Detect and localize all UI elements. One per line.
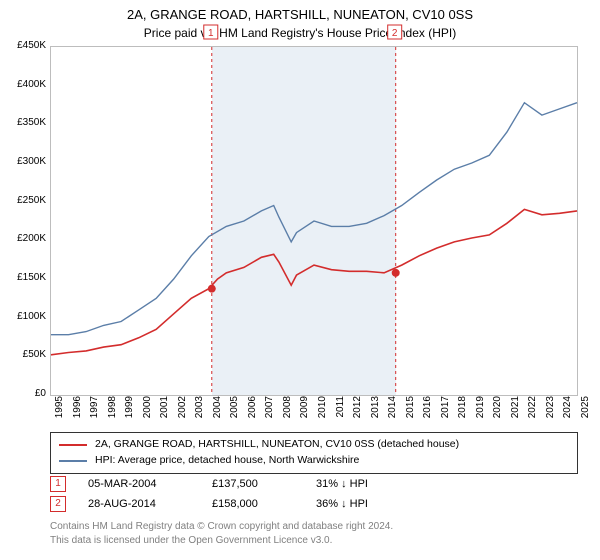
x-tick-label: 2008 [282,396,293,426]
x-tick-label: 1999 [124,396,135,426]
event-gap: 36% ↓ HPI [316,498,376,510]
event-price: £158,000 [212,498,312,510]
svg-text:1: 1 [208,28,214,39]
x-tick-label: 1995 [54,396,65,426]
legend-item-property: 2A, GRANGE ROAD, HARTSHILL, NUNEATON, CV… [59,437,569,453]
x-tick-label: 2013 [370,396,381,426]
x-tick-label: 2020 [492,396,503,426]
x-tick-label: 2011 [335,396,346,426]
x-tick-label: 2012 [352,396,363,426]
x-tick-label: 2025 [580,396,591,426]
x-tick-label: 2007 [264,396,275,426]
x-tick-label: 1997 [89,396,100,426]
x-tick-label: 2018 [457,396,468,426]
y-tick-label: £100K [6,311,46,322]
x-tick-label: 2005 [229,396,240,426]
x-tick-label: 2019 [475,396,486,426]
x-tick-label: 2022 [527,396,538,426]
x-tick-label: 2000 [142,396,153,426]
y-tick-label: £350K [6,117,46,128]
legend-swatch [59,460,87,462]
event-gap: 31% ↓ HPI [316,478,376,490]
y-tick-label: £250K [6,195,46,206]
x-tick-label: 2001 [159,396,170,426]
event-price: £137,500 [212,478,312,490]
chart-subtitle: Price paid vs. HM Land Registry's House … [0,24,600,40]
y-tick-label: £300K [6,156,46,167]
y-tick-label: £200K [6,233,46,244]
x-tick-label: 2016 [422,396,433,426]
legend-swatch [59,444,87,446]
x-tick-label: 2002 [177,396,188,426]
event-badge: 1 [50,476,66,492]
x-tick-label: 2010 [317,396,328,426]
legend-item-hpi: HPI: Average price, detached house, Nort… [59,453,569,469]
legend: 2A, GRANGE ROAD, HARTSHILL, NUNEATON, CV… [50,432,578,474]
chart-title: 2A, GRANGE ROAD, HARTSHILL, NUNEATON, CV… [0,0,600,24]
x-tick-label: 1998 [107,396,118,426]
y-tick-label: £400K [6,79,46,90]
y-tick-label: £50K [6,349,46,360]
event-date: 05-MAR-2004 [88,478,208,490]
event-date: 28-AUG-2014 [88,498,208,510]
events-table: 1 05-MAR-2004 £137,500 31% ↓ HPI 2 28-AUG-201… [50,474,578,514]
legend-label: 2A, GRANGE ROAD, HARTSHILL, NUNEATON, CV… [95,437,459,453]
footer-line: This data is licensed under the Open Gov… [50,534,578,548]
chart-svg: 12 [51,47,577,395]
x-tick-label: 2004 [212,396,223,426]
event-row: 1 05-MAR-2004 £137,500 31% ↓ HPI [50,474,578,494]
x-tick-label: 2003 [194,396,205,426]
y-tick-label: £0 [6,388,46,399]
x-tick-label: 2006 [247,396,258,426]
x-tick-label: 2024 [562,396,573,426]
chart-plot-area: 12 [50,46,578,396]
event-badge: 2 [50,496,66,512]
x-tick-label: 2017 [440,396,451,426]
footer-attribution: Contains HM Land Registry data © Crown c… [50,520,578,547]
x-tick-label: 2021 [510,396,521,426]
x-tick-label: 2014 [387,396,398,426]
x-tick-label: 2009 [299,396,310,426]
footer-line: Contains HM Land Registry data © Crown c… [50,520,578,534]
x-tick-label: 1996 [72,396,83,426]
y-tick-label: £450K [6,40,46,51]
x-tick-label: 2015 [405,396,416,426]
y-tick-label: £150K [6,272,46,283]
event-row: 2 28-AUG-2014 £158,000 36% ↓ HPI [50,494,578,514]
legend-label: HPI: Average price, detached house, Nort… [95,453,359,469]
x-tick-label: 2023 [545,396,556,426]
svg-text:2: 2 [392,28,398,39]
